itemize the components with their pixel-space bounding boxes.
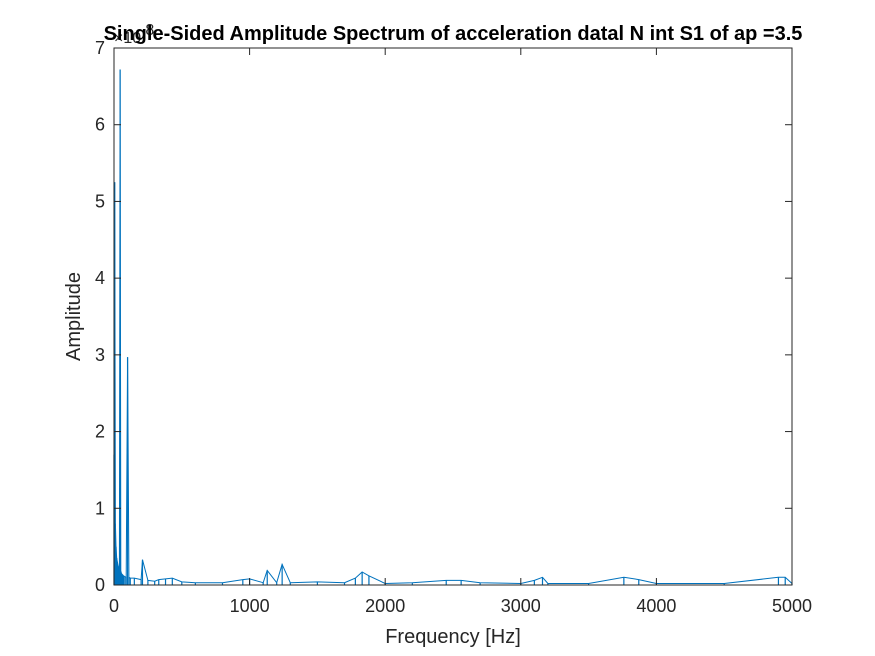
x-axis-label: Frequency [Hz] — [385, 626, 521, 648]
y-tick-label: 3 — [95, 345, 105, 365]
x-tick-label: 0 — [109, 596, 119, 616]
y-tick-label: 2 — [95, 422, 105, 442]
y-exponent-base: ×10 — [114, 30, 141, 47]
x-axis-ticks: 0 1000 2000 3000 4000 5000 — [109, 48, 812, 616]
y-tick-label: 5 — [95, 191, 105, 211]
x-tick-label: 3000 — [501, 596, 541, 616]
series-layer — [113, 69, 793, 585]
y-tick-label: 0 — [95, 575, 105, 595]
x-tick-label: 1000 — [230, 596, 270, 616]
axes-box — [113, 47, 793, 586]
x-tick-label: 5000 — [772, 596, 812, 616]
y-exponent-power: -8 — [140, 22, 154, 39]
chart-title: Single-Sided Amplitude Spectrum of accel… — [104, 23, 803, 45]
x-tick-label: 2000 — [365, 596, 405, 616]
y-tick-label: 7 — [95, 38, 105, 58]
y-axis-ticks: 0 1 2 3 4 5 6 7 — [95, 38, 792, 595]
y-tick-label: 4 — [95, 268, 105, 288]
y-axis-label: Amplitude — [63, 272, 85, 361]
x-tick-label: 4000 — [636, 596, 676, 616]
y-tick-label: 1 — [95, 498, 105, 518]
y-tick-label: 6 — [95, 115, 105, 135]
